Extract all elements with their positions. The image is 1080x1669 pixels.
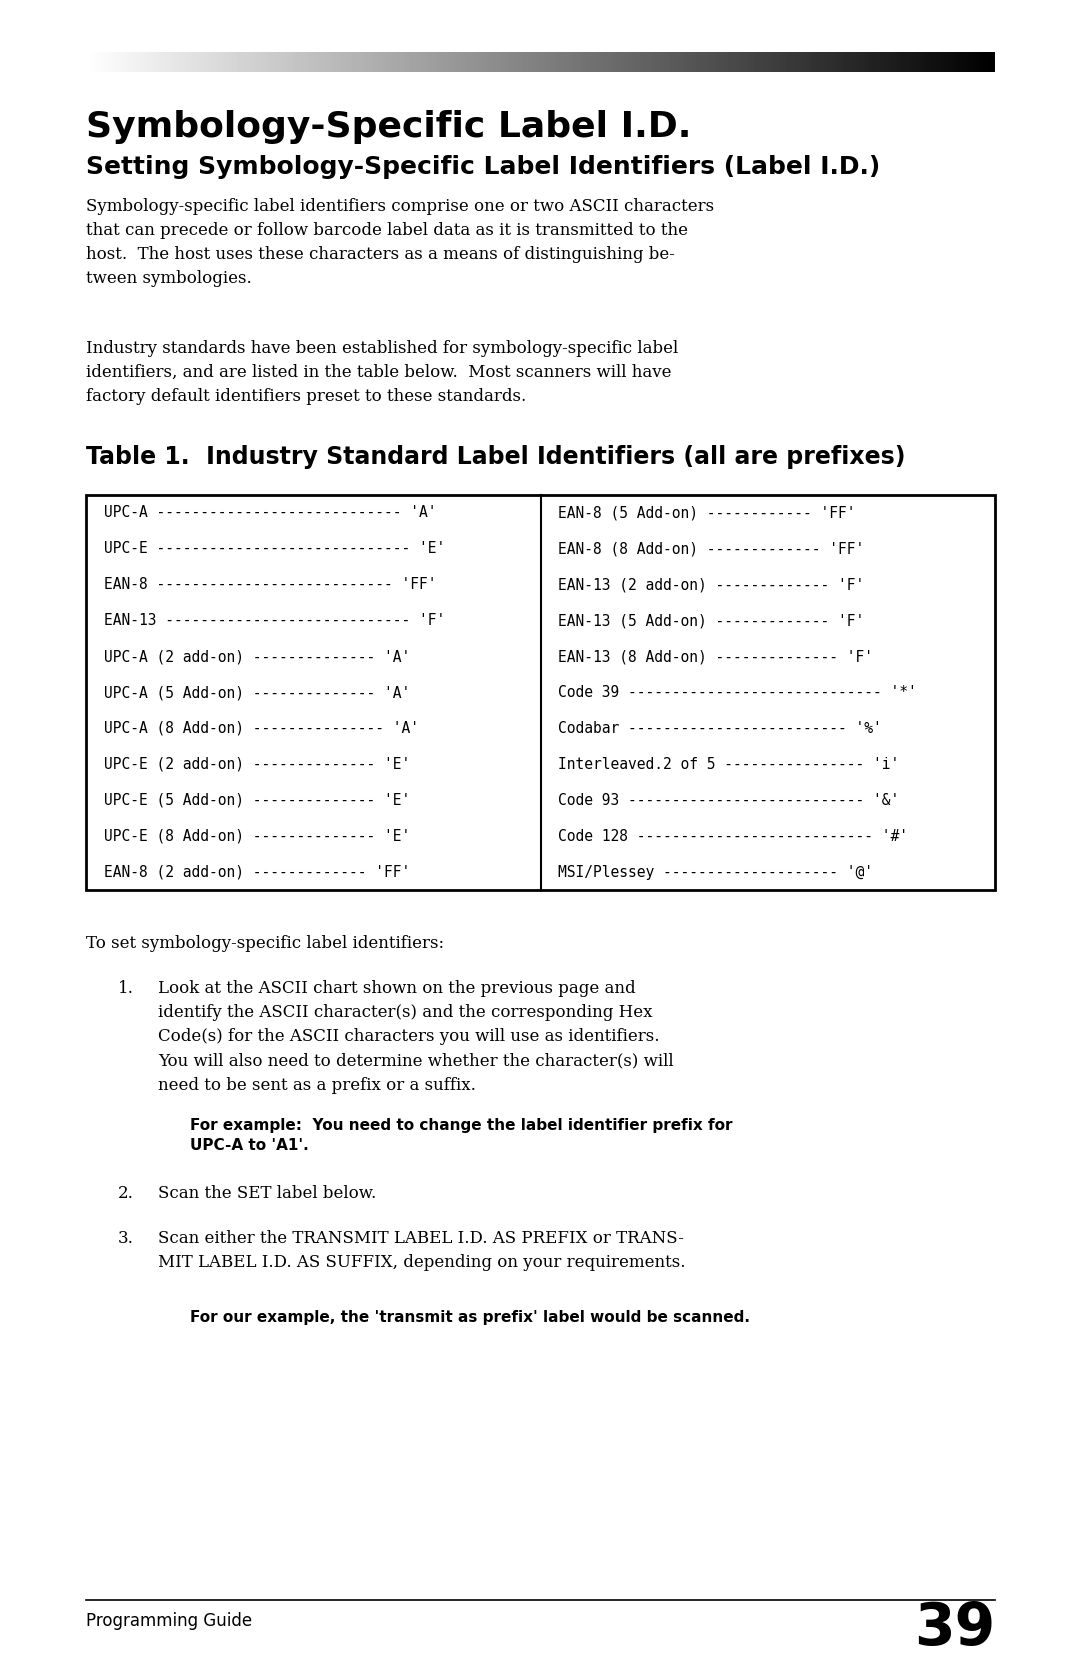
Text: UPC-A (5 Add-on) -------------- 'A': UPC-A (5 Add-on) -------------- 'A' [104,684,410,699]
Text: 39: 39 [914,1601,995,1657]
Text: EAN-8 (5 Add-on) ------------ 'FF': EAN-8 (5 Add-on) ------------ 'FF' [558,506,856,521]
Text: To set symbology-specific label identifiers:: To set symbology-specific label identifi… [86,935,444,951]
Text: Symbology-specific label identifiers comprise one or two ASCII characters
that c: Symbology-specific label identifiers com… [86,199,714,287]
Text: UPC-A to 'A1'.: UPC-A to 'A1'. [190,1138,309,1153]
Text: Industry standards have been established for symbology-specific label
identifier: Industry standards have been established… [86,340,678,406]
Text: UPC-E (8 Add-on) -------------- 'E': UPC-E (8 Add-on) -------------- 'E' [104,828,410,843]
Text: Symbology-Specific Label I.D.: Symbology-Specific Label I.D. [86,110,691,144]
Text: Scan the SET label below.: Scan the SET label below. [158,1185,376,1202]
Text: Codabar ------------------------- '%': Codabar ------------------------- '%' [558,721,882,736]
Text: For example:  You need to change the label identifier prefix for: For example: You need to change the labe… [190,1118,732,1133]
Text: EAN-8 (2 add-on) ------------- 'FF': EAN-8 (2 add-on) ------------- 'FF' [104,865,410,880]
Text: Look at the ASCII chart shown on the previous page and
identify the ASCII charac: Look at the ASCII chart shown on the pre… [158,980,674,1093]
Text: Setting Symbology-Specific Label Identifiers (Label I.D.): Setting Symbology-Specific Label Identif… [86,155,880,179]
Text: UPC-A ---------------------------- 'A': UPC-A ---------------------------- 'A' [104,506,436,521]
Text: UPC-E (2 add-on) -------------- 'E': UPC-E (2 add-on) -------------- 'E' [104,756,410,771]
Text: Code 128 --------------------------- '#': Code 128 --------------------------- '#' [558,828,908,843]
Text: UPC-E (5 Add-on) -------------- 'E': UPC-E (5 Add-on) -------------- 'E' [104,793,410,808]
Text: Programming Guide: Programming Guide [86,1612,252,1631]
Text: 3.: 3. [118,1230,134,1247]
Text: For our example, the 'transmit as prefix' label would be scanned.: For our example, the 'transmit as prefix… [190,1310,750,1325]
Bar [86,496,995,890]
Text: EAN-8 (8 Add-on) ------------- 'FF': EAN-8 (8 Add-on) ------------- 'FF' [558,541,865,556]
Text: EAN-13 (8 Add-on) -------------- 'F': EAN-13 (8 Add-on) -------------- 'F' [558,649,874,664]
Text: UPC-E ----------------------------- 'E': UPC-E ----------------------------- 'E' [104,541,445,556]
Text: Table 1.  Industry Standard Label Identifiers (all are prefixes): Table 1. Industry Standard Label Identif… [86,446,905,469]
Text: EAN-8 --------------------------- 'FF': EAN-8 --------------------------- 'FF' [104,577,436,592]
Text: UPC-A (2 add-on) -------------- 'A': UPC-A (2 add-on) -------------- 'A' [104,649,410,664]
Text: EAN-13 ---------------------------- 'F': EAN-13 ---------------------------- 'F' [104,613,445,628]
Text: Scan either the TRANSMIT LABEL I.D. AS PREFIX or TRANS-
MIT LABEL I.D. AS SUFFIX: Scan either the TRANSMIT LABEL I.D. AS P… [158,1230,686,1272]
Text: UPC-A (8 Add-on) --------------- 'A': UPC-A (8 Add-on) --------------- 'A' [104,721,419,736]
Text: Interleaved.2 of 5 ---------------- 'i': Interleaved.2 of 5 ---------------- 'i' [558,756,900,771]
Text: EAN-13 (5 Add-on) ------------- 'F': EAN-13 (5 Add-on) ------------- 'F' [558,613,865,628]
Text: EAN-13 (2 add-on) ------------- 'F': EAN-13 (2 add-on) ------------- 'F' [558,577,865,592]
Text: MSI/Plessey -------------------- '@': MSI/Plessey -------------------- '@' [558,865,874,880]
Text: Code 39 ----------------------------- '*': Code 39 ----------------------------- '*… [558,684,917,699]
Text: Code 93 --------------------------- '&': Code 93 --------------------------- '&' [558,793,900,808]
Text: 2.: 2. [118,1185,134,1202]
Text: 1.: 1. [118,980,134,996]
